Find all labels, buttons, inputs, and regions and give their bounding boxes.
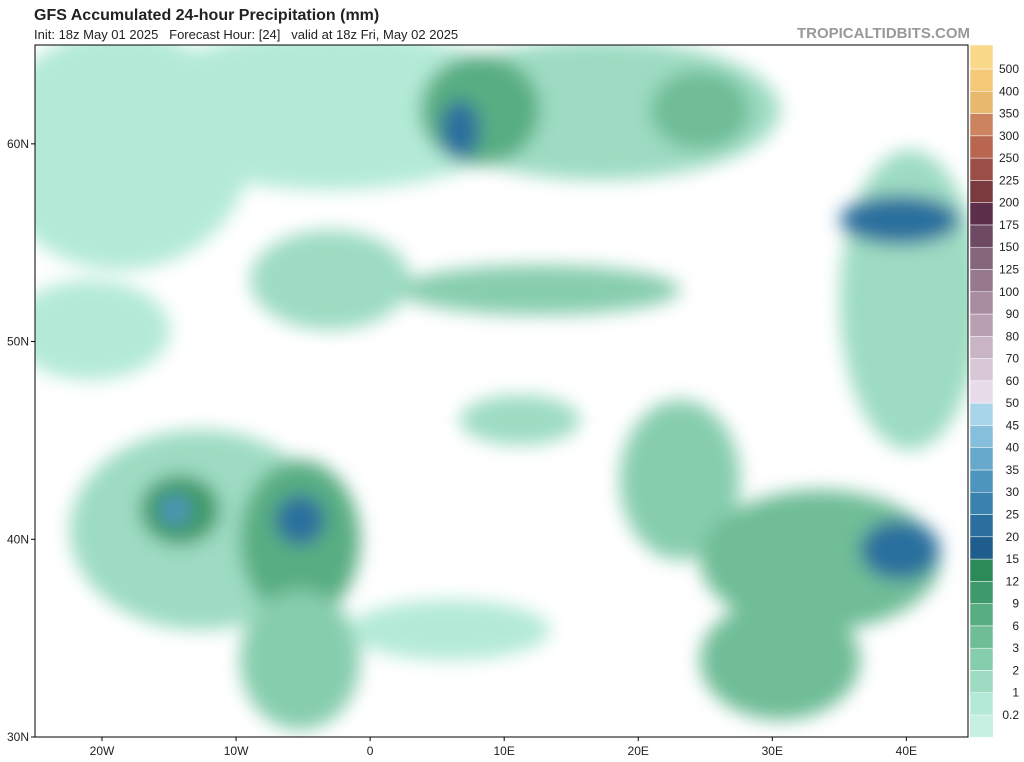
colorbar-segment [969,581,994,604]
colorbar-label: 400 [999,84,1019,98]
colorbar-segment [969,68,994,92]
colorbar-label: 12 [1006,574,1020,588]
lon-tick-label: 0 [367,744,374,757]
lat-tick-label: 30N [7,730,29,744]
colorbar-label: 45 [1006,418,1020,432]
colorbar-segment [969,402,994,426]
colorbar-segment [969,135,994,159]
colorbar-segment [969,91,994,114]
colorbar-segment [969,469,994,493]
colorbar-label: 15 [1006,552,1020,566]
colorbar-label: 150 [999,240,1019,254]
colorbar-segment [969,291,994,315]
title: GFS Accumulated 24-hour Precipitation (m… [34,7,379,24]
colorbar-segment [969,336,994,359]
colorbar-segment [969,491,994,515]
lat-tick-label: 40N [7,532,29,546]
colorbar-segment [969,447,994,471]
colorbar-label: 25 [1006,508,1020,522]
colorbar-label: 90 [1006,307,1020,321]
lat-tick-label: 50N [7,335,29,349]
colorbar-label: 125 [999,262,1019,276]
colorbar-label: 40 [1006,441,1020,455]
colorbar-label: 1 [1012,686,1019,700]
colorbar-segment [969,157,994,181]
colorbar-label: 9 [1012,597,1019,611]
lat-tick-label: 60N [7,137,29,151]
colorbar-label: 35 [1006,463,1020,477]
colorbar-label: 2 [1012,663,1019,677]
lon-tick-label: 20W [90,744,115,757]
colorbar-label: 350 [999,107,1019,121]
source: TROPICALTIDBITS.COM [797,25,970,42]
colorbar-base [970,715,993,737]
colorbar-label: 30 [1006,485,1020,499]
colorbar-segment [969,380,994,404]
colorbar-label: 50 [1006,396,1020,410]
colorbar-label: 175 [999,218,1019,232]
colorbar-segment [969,180,994,203]
colorbar-segment [969,625,994,649]
colorbar-segment [969,647,994,671]
colorbar-label: 300 [999,129,1019,143]
colorbar-segment [969,113,994,137]
colorbar-segment [969,558,994,582]
lon-tick-label: 20E [628,744,649,757]
colorbar-label: 500 [999,62,1019,76]
colorbar-segment [969,425,994,448]
colorbar-label: 3 [1012,641,1019,655]
colorbar-label: 70 [1006,352,1020,366]
colorbar-label: 250 [999,151,1019,165]
colorbar-segment [969,202,994,226]
colorbar-segment [969,269,994,293]
colorbar-label: 6 [1012,619,1019,633]
precip-field [35,45,968,730]
subtitle: Init: 18z May 01 2025 Forecast Hour: [24… [34,27,458,42]
colorbar-segment [969,536,994,560]
colorbar-label: 60 [1006,374,1020,388]
colorbar-label: 80 [1006,329,1020,343]
colorbar-label: 0.2 [1002,708,1019,722]
colorbar-segment [969,670,994,693]
colorbar-segment [969,224,994,248]
colorbar-label: 200 [999,196,1019,210]
lon-tick-label: 10W [224,744,249,757]
colorbar-label: 225 [999,173,1019,187]
colorbar-segment [969,44,994,70]
lon-tick-label: 40E [896,744,917,757]
lon-tick-label: 30E [762,744,783,757]
colorbar-segment [969,246,994,270]
colorbar-segment [969,692,994,716]
colorbar-segment [969,603,994,627]
lon-tick-label: 10E [494,744,515,757]
colorbar-segment [969,313,994,337]
colorbar-label: 20 [1006,530,1020,544]
colorbar-segment [969,358,994,382]
colorbar-segment [969,514,994,538]
colorbar-label: 100 [999,285,1019,299]
map-frame [34,44,969,738]
